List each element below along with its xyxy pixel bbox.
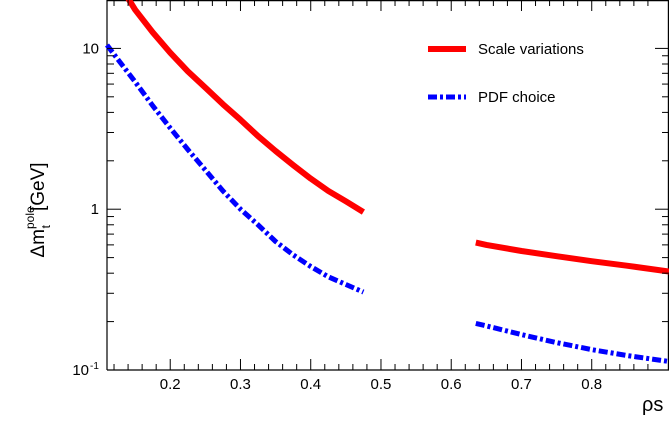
y-tick-label-base: 10 [72,362,89,379]
series-line-pdf-choice-segment-2 [475,320,669,364]
x-axis-label: ρs [642,394,663,416]
y-tick-label-base: 10 [82,40,99,57]
x-tick-label: 0.4 [300,376,321,393]
y-axis-label-superscript: pole [23,206,37,229]
x-tick-label: 0.7 [511,376,532,393]
series-line-scale-variations-segment-2 [475,239,669,275]
y-axis-label-unit: [GeV] [28,162,49,211]
legend-label-pdf-choice: PDF choice [478,89,556,106]
x-tick-label: 0.3 [230,376,251,393]
y-axis-label-subscript: t [39,224,53,228]
y-tick-label: 1 [91,201,99,218]
x-tick-label: 0.5 [371,376,392,393]
series-line-pdf-choice-segment-1 [105,43,365,295]
x-tick-label: 0.2 [160,376,181,393]
y-tick-label: 10 [82,40,99,57]
x-tick-label: 0.8 [581,376,602,393]
y-axis-label: Δmpole t [GeV] [23,162,53,257]
legend-label-scale-variations: Scale variations [478,41,584,58]
y-axis-label-symbol: Δm [28,229,49,258]
y-tick-label: 10 [72,362,89,379]
series-line-scale-variations-segment-1 [125,0,365,215]
y-tick-label-exponent: -1 [90,361,99,372]
y-tick-label-base: 1 [91,201,99,218]
x-tick-label: 0.6 [441,376,462,393]
